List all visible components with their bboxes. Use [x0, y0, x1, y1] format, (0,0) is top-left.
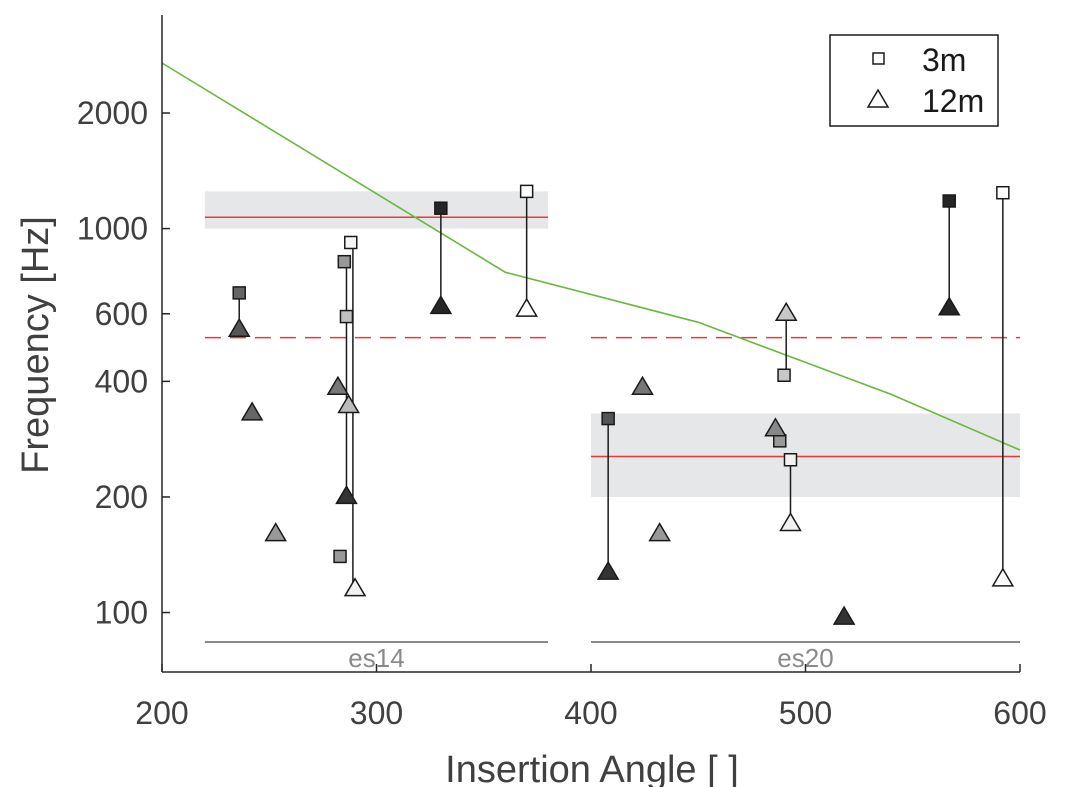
triangle-marker-5 [337, 394, 360, 414]
square-marker-3 [339, 309, 354, 324]
x-axis-title: Insertion Angle [ ] [445, 749, 739, 787]
triangle-marker-8 [515, 297, 538, 317]
square-marker-10 [783, 452, 798, 467]
y-tick-label-400: 400 [95, 363, 148, 399]
triangle-marker-14 [779, 512, 802, 532]
square-marker-12 [996, 185, 1010, 200]
square-marker-11 [942, 194, 956, 208]
square-marker-9 [773, 434, 787, 448]
triangle-marker-0 [227, 317, 251, 338]
triangle-marker-13 [774, 301, 798, 321]
triangle-marker-2 [264, 522, 287, 542]
square-marker-6 [519, 184, 534, 199]
triangle-marker-12 [764, 417, 787, 437]
triangle-marker-4 [335, 484, 358, 505]
group-bands [204, 191, 1020, 497]
band-es20 [591, 413, 1020, 497]
axes [161, 15, 1021, 673]
square-marker-4 [333, 549, 347, 564]
triangle-marker-3 [326, 375, 350, 395]
triangle-marker-16 [937, 296, 961, 316]
legend-square-marker [872, 52, 885, 65]
group-brackets: es14 es20 [204, 641, 1020, 673]
square-marker-5 [434, 201, 448, 215]
triangle-marker-15 [832, 605, 856, 625]
legend-label-12m: 12m [922, 83, 984, 119]
data-points [227, 184, 1015, 625]
legend-triangle-marker [866, 88, 890, 108]
reference-lines [161, 62, 1021, 458]
square-marker-8 [777, 368, 791, 382]
stems [238, 191, 1004, 590]
x-tick-label-400: 400 [564, 695, 617, 731]
green-reference-curve [161, 62, 1021, 451]
x-tick-label-300: 300 [350, 695, 403, 731]
y-tick-label-200: 200 [95, 479, 148, 515]
y-tick-label-100: 100 [95, 595, 148, 631]
y-tick-label-1000: 1000 [77, 211, 148, 247]
triangle-marker-7 [429, 294, 453, 315]
y-axis-title: Frequency [Hz] [15, 216, 57, 474]
legend-box [829, 34, 999, 127]
x-tick-label-600: 600 [993, 695, 1046, 731]
square-marker-1 [337, 254, 352, 269]
x-tick-label-500: 500 [779, 695, 832, 731]
legend: 3m 12m [829, 34, 999, 127]
band-es14 [204, 191, 549, 229]
triangle-marker-11 [648, 522, 671, 542]
x-tick-label-200: 200 [135, 695, 188, 731]
triangle-marker-10 [631, 375, 654, 395]
triangle-marker-17 [991, 567, 1015, 587]
tick-labels: 200 300 400 500 600 100 200 400 600 1000 2000 [77, 95, 1047, 731]
legend-label-3m: 3m [922, 42, 966, 78]
y-tick-label-600: 600 [95, 296, 148, 332]
square-marker-0 [232, 286, 246, 300]
triangle-marker-6 [343, 577, 367, 597]
square-marker-2 [344, 235, 358, 250]
y-tick-label-2000: 2000 [77, 95, 148, 131]
triangle-marker-9 [596, 560, 620, 580]
square-marker-7 [601, 411, 615, 426]
triangle-marker-1 [240, 401, 264, 421]
